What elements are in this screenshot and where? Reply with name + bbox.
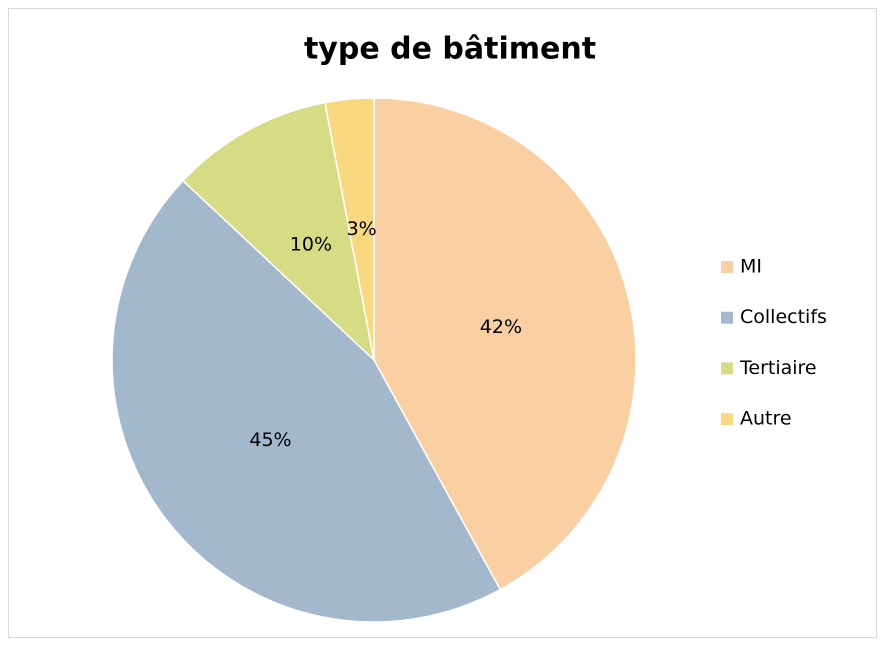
pie-slice: [111, 179, 502, 623]
data-label: 42%: [480, 316, 522, 338]
legend-swatch: [721, 311, 733, 324]
pie-slice: [373, 97, 637, 591]
legend-label: MI: [740, 256, 762, 278]
data-label: 45%: [249, 429, 291, 451]
chart-title: type de bâtiment: [304, 32, 596, 67]
legend-label: Autre: [740, 408, 792, 430]
data-label: 10%: [290, 234, 332, 256]
pie-slice: [181, 101, 376, 363]
legend-label: Collectifs: [740, 306, 827, 328]
legend-swatch: [721, 413, 733, 426]
legend-swatch: [721, 362, 733, 375]
data-label: 3%: [347, 218, 377, 240]
legend-swatch: [721, 261, 733, 273]
legend-label: Tertiaire: [739, 357, 817, 379]
pie-slice: [324, 97, 375, 361]
